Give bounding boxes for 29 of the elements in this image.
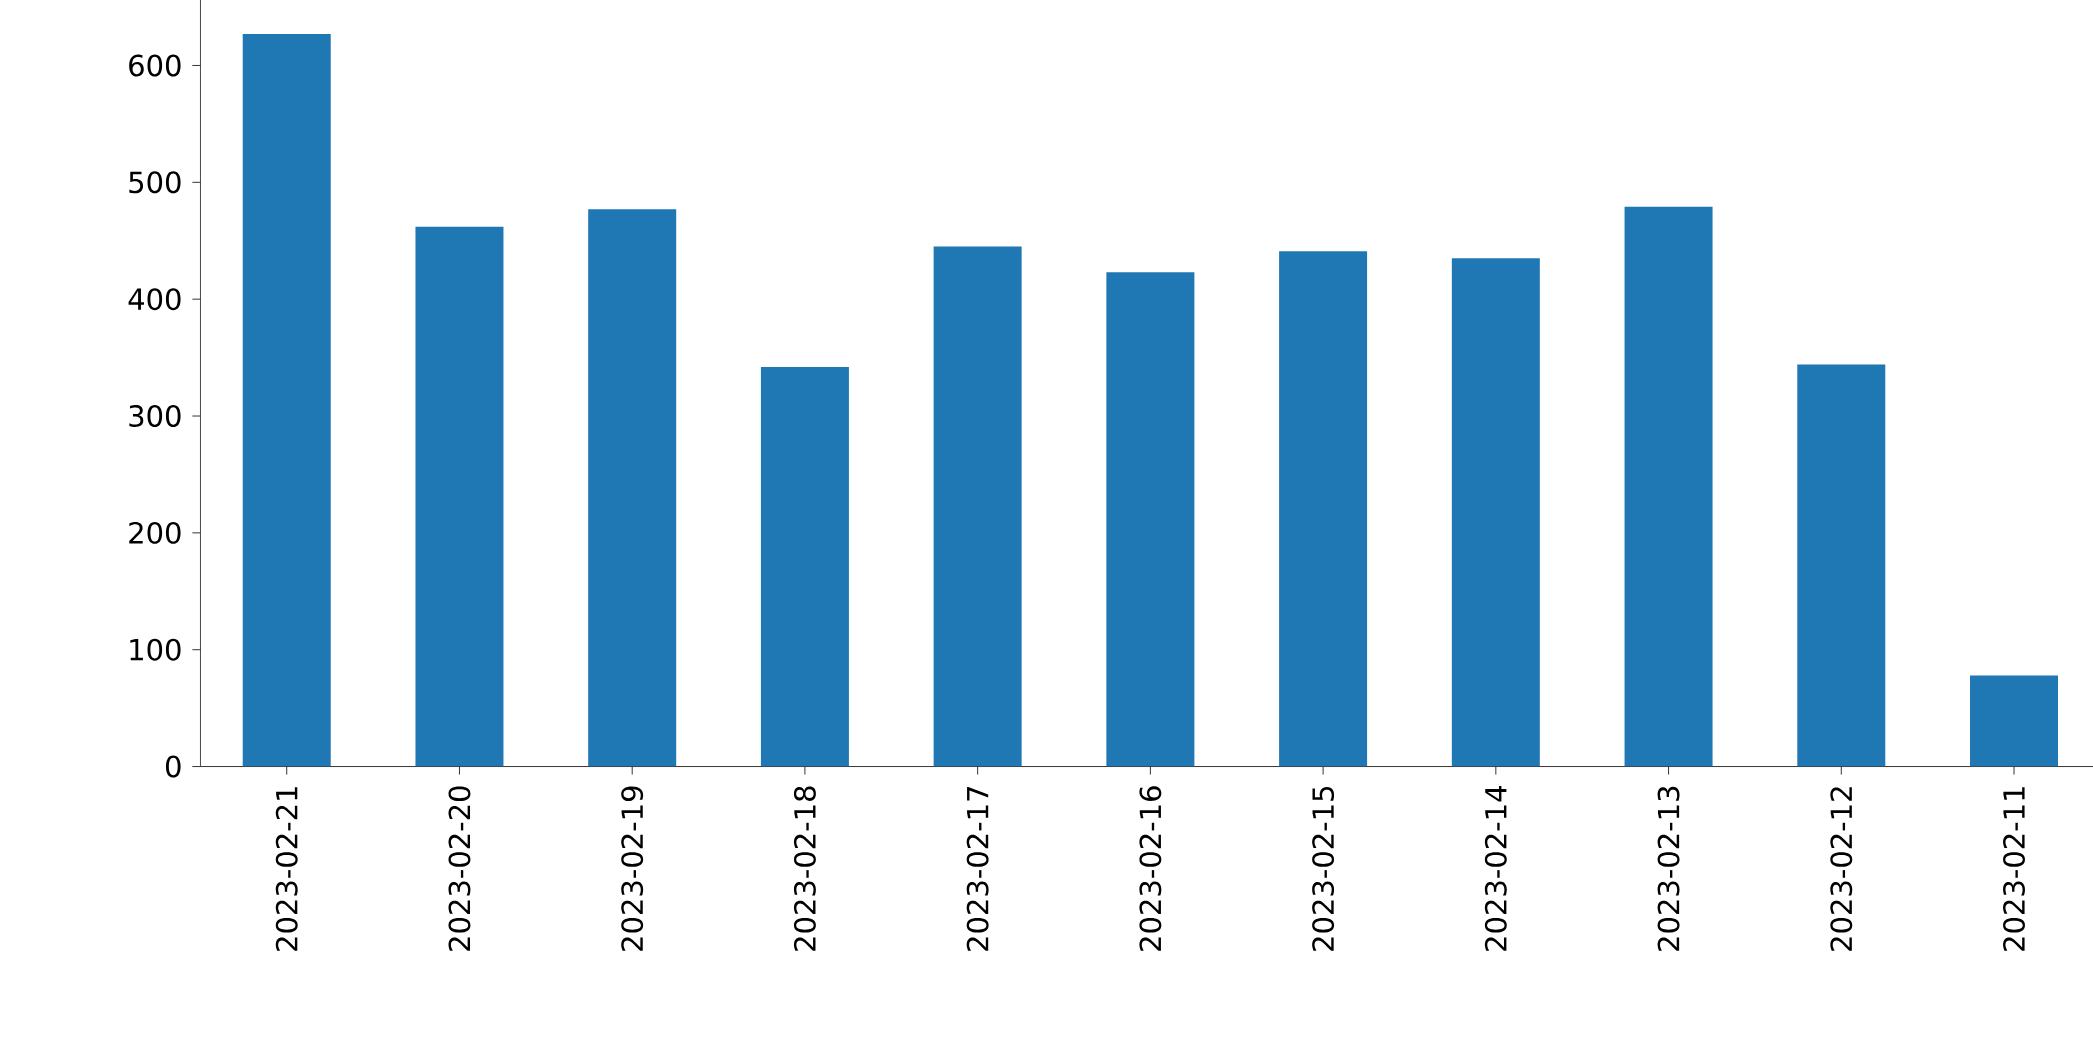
bar — [1106, 272, 1195, 767]
x-tick-label: 2023-02-16 — [1139, 786, 1162, 951]
x-tick-label: 2023-02-13 — [1657, 786, 1680, 951]
y-tick-label: 400 — [128, 288, 181, 311]
bar — [242, 33, 331, 767]
x-tick-label: 2023-02-18 — [793, 786, 816, 951]
x-tick-label: 2023-02-17 — [966, 786, 989, 951]
y-tick-label: 600 — [129, 54, 181, 77]
bar — [1797, 364, 1886, 767]
y-tick-label: 100 — [130, 638, 181, 661]
bar — [760, 366, 849, 767]
bar — [588, 209, 677, 767]
x-tick-label: 2023-02-21 — [275, 787, 298, 951]
y-tick-label: 300 — [129, 405, 181, 427]
bar — [1279, 251, 1368, 767]
bar — [1451, 258, 1540, 767]
bar — [1624, 206, 1713, 767]
y-tick-label: 500 — [129, 171, 181, 194]
x-tick-label: 2023-02-19 — [621, 786, 644, 951]
x-tick-label: 2023-02-14 — [1484, 786, 1507, 951]
y-tick-label: 0 — [165, 755, 181, 778]
x-tick-label: 2023-02-15 — [1312, 786, 1335, 951]
bar — [415, 226, 504, 767]
bar — [933, 246, 1022, 767]
bar — [1970, 675, 2059, 767]
x-tick-label: 2023-02-20 — [448, 786, 471, 951]
x-tick-label: 2023-02-11 — [2003, 787, 2025, 951]
y-tick-label: 200 — [129, 521, 181, 544]
x-tick-label: 2023-02-12 — [1830, 787, 1853, 951]
